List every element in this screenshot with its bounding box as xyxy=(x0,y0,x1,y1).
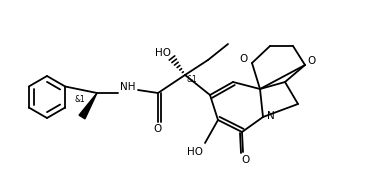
Text: O: O xyxy=(240,54,248,64)
Text: HO: HO xyxy=(155,48,171,58)
Text: N: N xyxy=(267,111,275,121)
Text: O: O xyxy=(242,155,250,165)
Text: O: O xyxy=(308,56,316,66)
Text: &1: &1 xyxy=(75,95,85,104)
Polygon shape xyxy=(79,93,97,119)
Text: O: O xyxy=(154,124,162,134)
Text: NH: NH xyxy=(120,82,136,92)
Text: &1: &1 xyxy=(187,75,197,84)
Text: HO: HO xyxy=(187,147,203,157)
